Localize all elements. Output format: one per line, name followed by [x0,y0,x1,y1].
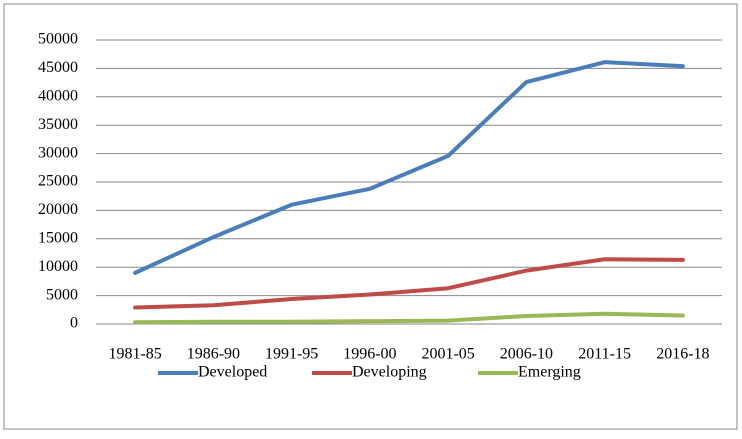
legend-label: Emerging [518,364,581,381]
y-tick-label: 20000 [38,201,78,218]
x-tick-label: 1986-90 [187,346,240,363]
legend-label: Developing [352,364,427,381]
x-tick-label: 1996-00 [343,346,396,363]
y-tick-label: 15000 [38,229,78,246]
chart-border [3,3,738,430]
y-tick-label: 50000 [38,31,78,48]
x-tick-label: 1991-95 [265,346,318,363]
x-tick-label: 2011-15 [578,346,631,363]
x-tick-label: 2001-05 [421,346,474,363]
legend-label: Developed [198,364,267,381]
series-line [133,311,685,325]
y-tick-label: 10000 [38,258,78,275]
y-tick-label: 40000 [38,87,78,104]
x-tick-label: 1981-85 [108,346,161,363]
y-tick-label: 5000 [46,286,78,303]
y-tick-label: 35000 [38,116,78,133]
series-line [133,60,685,275]
y-tick-label: 0 [70,315,78,332]
x-tick-label: 2016-18 [656,346,709,363]
x-tick-label: 2006-10 [500,346,553,363]
series-line [133,257,685,310]
y-tick-label: 30000 [38,144,78,161]
y-tick-label: 25000 [38,173,78,190]
y-tick-label: 45000 [38,59,78,76]
